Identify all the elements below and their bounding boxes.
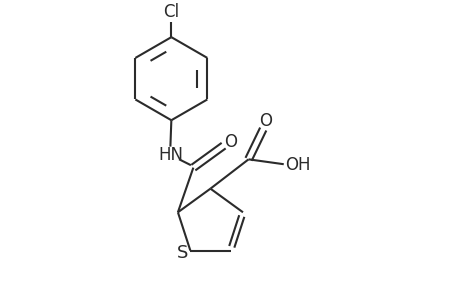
- Text: OH: OH: [284, 156, 309, 174]
- Text: O: O: [258, 112, 272, 130]
- Text: S: S: [177, 244, 188, 262]
- Text: O: O: [224, 133, 236, 151]
- Text: Cl: Cl: [163, 3, 179, 21]
- Text: HN: HN: [157, 146, 183, 164]
